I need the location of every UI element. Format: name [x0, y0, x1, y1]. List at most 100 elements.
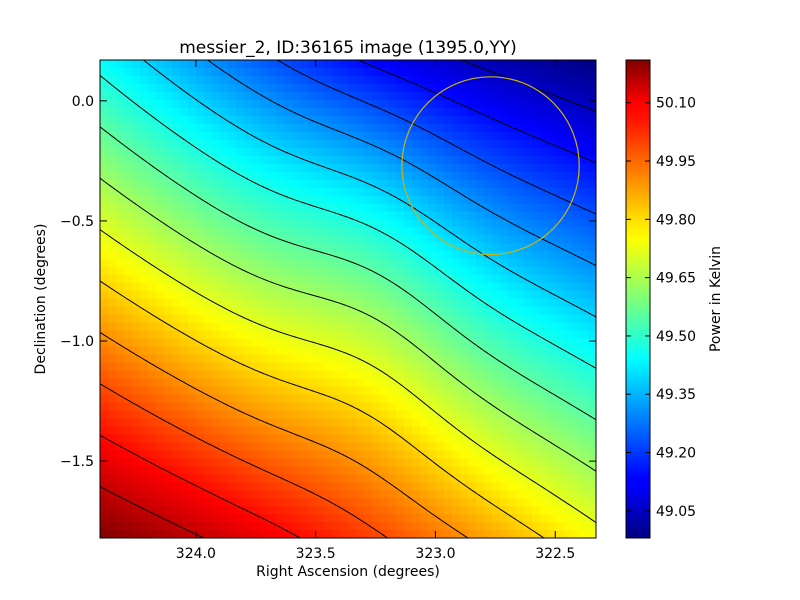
heatmap-cell	[140, 123, 149, 133]
heatmap-cell	[484, 466, 493, 475]
heatmap-cell	[220, 458, 229, 467]
heatmap-cell	[588, 386, 596, 396]
heatmap-cell	[212, 123, 221, 133]
heatmap-cell	[548, 354, 557, 364]
heatmap-cell	[356, 370, 365, 380]
heatmap-cell	[204, 450, 213, 459]
heatmap-cell	[540, 291, 549, 300]
heatmap-cell	[404, 434, 413, 443]
heatmap-cell	[420, 60, 429, 69]
heatmap-cell	[132, 171, 141, 181]
heatmap-cell	[476, 522, 485, 531]
heatmap-cell	[324, 219, 333, 228]
heatmap-cell	[452, 346, 461, 356]
heatmap-cell	[468, 466, 477, 475]
heatmap-cell	[180, 522, 189, 531]
heatmap-cell	[284, 434, 293, 443]
heatmap-cell	[164, 498, 173, 507]
heatmap-cell	[172, 99, 181, 109]
heatmap-cell	[140, 530, 149, 538]
heatmap-cell	[340, 410, 349, 420]
heatmap-cell	[164, 243, 173, 252]
heatmap-cell	[548, 67, 557, 77]
heatmap-cell	[244, 179, 253, 189]
heatmap-cell	[508, 370, 517, 380]
heatmap-cell	[124, 458, 133, 467]
heatmap-cell	[444, 75, 453, 85]
heatmap-cell	[156, 514, 165, 523]
heatmap-cell	[548, 378, 557, 388]
heatmap-cell	[564, 330, 573, 340]
heatmap-cell	[332, 283, 341, 292]
heatmap-cell	[284, 346, 293, 356]
heatmap-cell	[556, 115, 565, 125]
heatmap-cell	[332, 299, 341, 308]
heatmap-cell	[460, 330, 469, 340]
heatmap-cell	[348, 195, 357, 204]
heatmap-cell	[396, 131, 405, 141]
heatmap-cell	[452, 163, 461, 173]
heatmap-cell	[268, 362, 277, 372]
heatmap-cell	[580, 267, 589, 276]
heatmap-cell	[468, 458, 477, 467]
heatmap-cell	[100, 211, 109, 220]
heatmap-cell	[324, 330, 333, 340]
heatmap-cell	[508, 275, 517, 284]
heatmap-cell	[188, 163, 197, 173]
heatmap-cell	[308, 466, 317, 475]
heatmap-cell	[308, 394, 317, 404]
heatmap-cell	[500, 474, 509, 483]
heatmap-cell	[452, 283, 461, 292]
heatmap-cell	[508, 514, 517, 523]
heatmap-cell	[524, 506, 533, 515]
heatmap-cell	[532, 195, 541, 204]
heatmap-cell	[532, 123, 541, 133]
heatmap-cell	[156, 498, 165, 507]
heatmap-cell	[420, 219, 429, 228]
heatmap-cell	[404, 299, 413, 308]
heatmap-cell	[260, 434, 269, 443]
heatmap-cell	[124, 203, 133, 212]
heatmap-cell	[500, 123, 509, 133]
heatmap-cell	[508, 322, 517, 332]
heatmap-cell	[524, 107, 533, 117]
heatmap-cell	[244, 466, 253, 475]
heatmap-cell	[348, 458, 357, 467]
heatmap-cell	[468, 418, 477, 428]
heatmap-cell	[204, 227, 213, 236]
heatmap-cell	[268, 275, 277, 284]
heatmap-cell	[276, 267, 285, 276]
heatmap-cell	[356, 171, 365, 181]
heatmap-cell	[180, 243, 189, 252]
heatmap-cell	[468, 283, 477, 292]
heatmap-cell	[164, 115, 173, 125]
heatmap-cell	[508, 139, 517, 149]
heatmap-cell	[388, 115, 397, 125]
heatmap-cell	[244, 115, 253, 125]
heatmap-cell	[572, 123, 581, 133]
heatmap-cell	[508, 458, 517, 467]
heatmap-cell	[156, 83, 165, 93]
heatmap-cell	[228, 291, 237, 300]
heatmap-cell	[108, 362, 117, 372]
heatmap-cell	[564, 291, 573, 300]
heatmap-cell	[244, 267, 253, 276]
heatmap-cell	[364, 482, 373, 491]
colorbar-label: Power in Kelvin	[708, 246, 724, 352]
heatmap-cell	[356, 418, 365, 428]
heatmap-cell	[300, 506, 309, 515]
heatmap-cell	[556, 386, 565, 396]
heatmap-cell	[548, 458, 557, 467]
heatmap-cell	[532, 243, 541, 252]
heatmap-cell	[388, 195, 397, 204]
heatmap-cell	[588, 338, 596, 348]
heatmap-cell	[540, 362, 549, 372]
heatmap-cell	[348, 426, 357, 436]
heatmap-cell	[180, 514, 189, 523]
heatmap-cell	[428, 187, 437, 197]
heatmap-cell	[508, 211, 517, 220]
heatmap-cell	[108, 211, 117, 220]
heatmap-cell	[276, 275, 285, 284]
heatmap-cell	[284, 283, 293, 292]
heatmap-cell	[100, 83, 109, 93]
